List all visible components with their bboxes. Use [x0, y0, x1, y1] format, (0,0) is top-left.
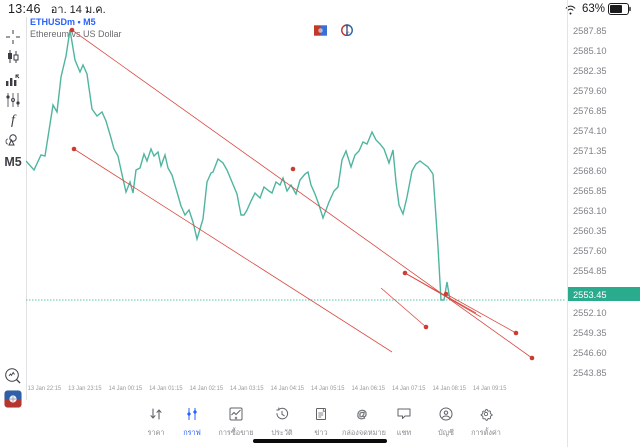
svg-text:@: @ — [357, 408, 368, 420]
